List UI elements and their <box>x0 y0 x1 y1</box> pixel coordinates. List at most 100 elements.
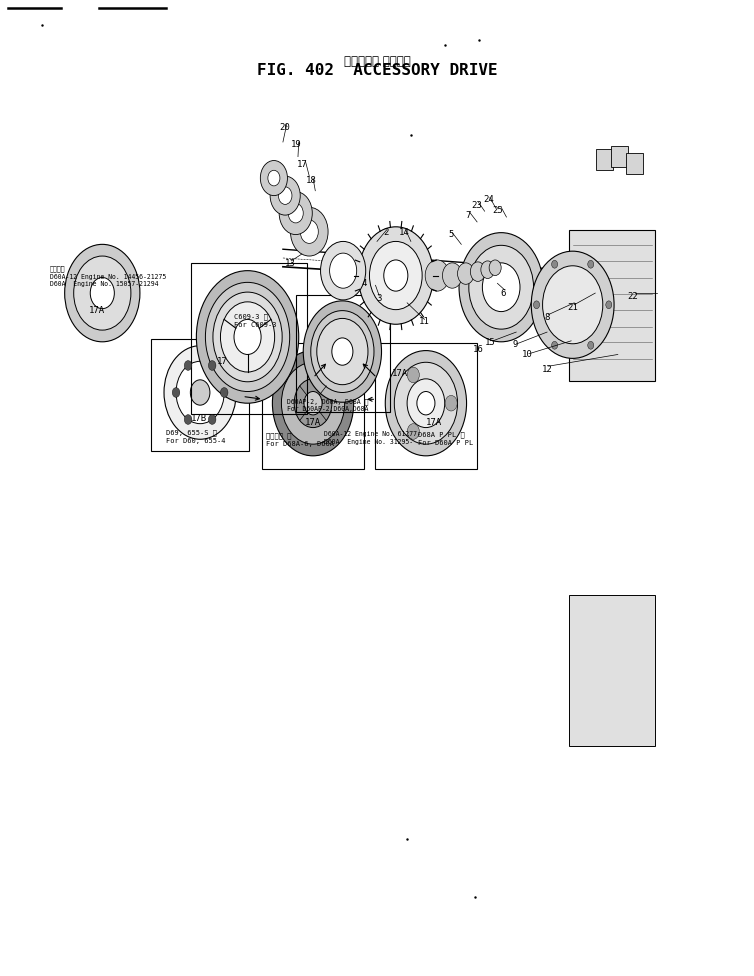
Circle shape <box>587 342 593 349</box>
Circle shape <box>205 282 290 391</box>
Bar <box>569 229 655 381</box>
Circle shape <box>279 191 312 234</box>
Text: 17B: 17B <box>192 414 207 424</box>
Text: 8: 8 <box>544 313 550 322</box>
Text: 3: 3 <box>376 295 382 304</box>
Circle shape <box>184 415 192 425</box>
Text: 17A: 17A <box>391 370 408 379</box>
Circle shape <box>534 301 540 308</box>
Circle shape <box>407 379 445 427</box>
Text: FIG. 402  ACCESSORY DRIVE: FIG. 402 ACCESSORY DRIVE <box>256 63 498 78</box>
Text: 15: 15 <box>486 339 496 347</box>
Circle shape <box>304 391 322 415</box>
Circle shape <box>489 260 501 275</box>
Circle shape <box>543 265 602 344</box>
Circle shape <box>552 342 558 349</box>
Circle shape <box>234 319 261 354</box>
Text: 19: 19 <box>291 141 302 149</box>
Text: 17A: 17A <box>89 306 105 315</box>
Circle shape <box>425 260 449 291</box>
Bar <box>262 343 364 469</box>
Text: D60A-12 Engine No. 61277-
D60A  Engine No. 31295-: D60A-12 Engine No. 61277- D60A Engine No… <box>324 431 421 445</box>
Circle shape <box>65 244 140 342</box>
Text: 17: 17 <box>217 357 228 366</box>
Bar <box>596 148 613 170</box>
Circle shape <box>294 379 332 427</box>
Text: 23: 23 <box>472 201 483 210</box>
Circle shape <box>407 424 419 439</box>
Text: 9: 9 <box>512 341 517 349</box>
Circle shape <box>552 261 558 268</box>
Text: 13: 13 <box>285 260 296 268</box>
Circle shape <box>74 256 131 330</box>
Circle shape <box>483 263 520 311</box>
Text: D68A P PL 山
For D60A P PL: D68A P PL 山 For D60A P PL <box>418 431 473 446</box>
Text: 12: 12 <box>541 365 553 374</box>
Text: 5: 5 <box>448 230 453 239</box>
Bar <box>627 152 643 174</box>
Circle shape <box>173 387 179 397</box>
Text: 山山山山 山
For D68A-6, D60A: 山山山山 山 For D68A-6, D60A <box>266 432 334 447</box>
Circle shape <box>587 261 593 268</box>
Circle shape <box>196 270 299 403</box>
Circle shape <box>358 226 434 324</box>
Text: 18: 18 <box>306 177 317 185</box>
Circle shape <box>208 360 216 370</box>
Circle shape <box>317 318 368 385</box>
Text: アクセサリ ドライブ: アクセサリ ドライブ <box>344 55 410 67</box>
Circle shape <box>260 160 287 195</box>
Circle shape <box>385 350 467 456</box>
Circle shape <box>470 262 486 281</box>
Circle shape <box>300 220 318 243</box>
Text: 24: 24 <box>483 195 494 204</box>
Text: 11: 11 <box>419 317 430 326</box>
Circle shape <box>303 301 382 402</box>
Circle shape <box>220 302 274 372</box>
Bar <box>611 145 628 167</box>
Bar <box>191 264 308 415</box>
Circle shape <box>290 207 328 256</box>
Circle shape <box>481 261 495 278</box>
Circle shape <box>417 391 435 415</box>
Bar <box>375 343 477 469</box>
Text: 21: 21 <box>567 304 578 312</box>
Text: 20: 20 <box>279 123 290 132</box>
Circle shape <box>220 387 228 397</box>
Circle shape <box>268 170 280 185</box>
Circle shape <box>184 360 192 370</box>
Text: 7: 7 <box>465 211 470 220</box>
Text: 22: 22 <box>627 292 639 301</box>
Circle shape <box>213 292 282 382</box>
Circle shape <box>443 263 462 288</box>
Circle shape <box>90 277 115 308</box>
Text: 2: 2 <box>383 228 389 237</box>
Circle shape <box>407 367 419 383</box>
Circle shape <box>469 245 534 329</box>
Circle shape <box>394 362 458 444</box>
Text: 16: 16 <box>473 346 483 354</box>
Text: 14: 14 <box>399 228 409 237</box>
Circle shape <box>176 361 224 424</box>
Circle shape <box>190 380 210 405</box>
Text: D60AP-2, D60A, D68A 山
For D60AP-2,D60A,D68A: D60AP-2, D60A, D68A 山 For D60AP-2,D60A,D… <box>287 398 369 413</box>
Circle shape <box>605 301 611 308</box>
Circle shape <box>329 253 357 288</box>
Text: C609-3 山
For C609-3: C609-3 山 For C609-3 <box>234 313 277 328</box>
Circle shape <box>208 415 216 425</box>
Text: 17: 17 <box>296 160 307 169</box>
Text: 山山山山
D60A-12 Engine No. 14456-21275
D60A  Engine No. 15057-21294: 山山山山 D60A-12 Engine No. 14456-21275 D60A… <box>50 265 166 287</box>
Text: 10: 10 <box>523 350 533 359</box>
Text: D69, 655-S 山
For D60, 655-4: D69, 655-S 山 For D60, 655-4 <box>167 429 225 444</box>
Circle shape <box>272 350 354 456</box>
Circle shape <box>332 338 353 365</box>
Bar <box>296 295 390 412</box>
Text: 4: 4 <box>361 279 367 288</box>
Circle shape <box>384 260 408 291</box>
Text: 25: 25 <box>493 206 504 215</box>
Circle shape <box>445 395 457 411</box>
Circle shape <box>278 186 292 204</box>
Text: 6: 6 <box>501 289 506 298</box>
Bar <box>152 340 249 452</box>
Circle shape <box>458 263 474 284</box>
Circle shape <box>164 346 236 439</box>
